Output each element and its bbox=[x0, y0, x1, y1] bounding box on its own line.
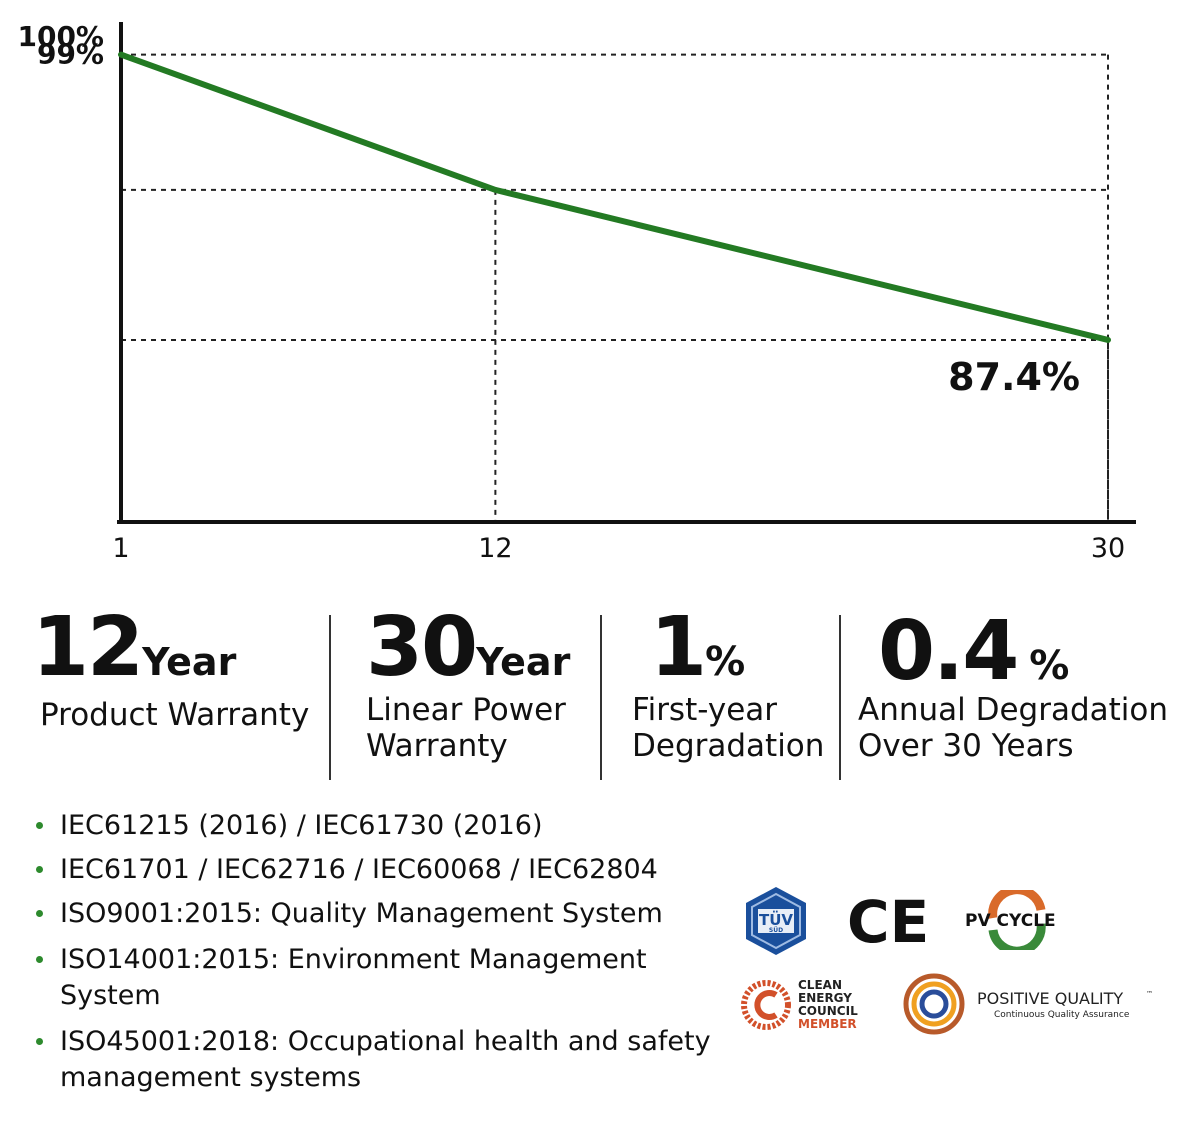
stat-number: 30 bbox=[366, 600, 478, 695]
stat-unit: Year bbox=[476, 640, 571, 684]
y-tick-label: 100% bbox=[17, 20, 104, 53]
chart-axes bbox=[117, 22, 1136, 524]
certification-list: IEC61215 (2016) / IEC61730 (2016) IEC617… bbox=[36, 808, 716, 1104]
stat-first-year-degradation: 1% First-year Degradation bbox=[632, 600, 832, 785]
chart-guide-lines bbox=[121, 53, 1109, 522]
positive-quality-logo: POSITIVE QUALITY ™ Continuous Quality As… bbox=[903, 973, 1153, 1035]
stat-description: First-year Degradation bbox=[632, 692, 825, 764]
bullet-icon bbox=[36, 1038, 43, 1045]
svg-text:™: ™ bbox=[1146, 990, 1153, 998]
series-line bbox=[118, 51, 1111, 343]
divider bbox=[600, 615, 602, 780]
list-item: ISO14001:2015: Environment Management Sy… bbox=[36, 942, 716, 1014]
divider bbox=[329, 615, 331, 780]
list-item: ISO9001:2015: Quality Management System bbox=[36, 896, 716, 932]
svg-text:TÜV: TÜV bbox=[759, 910, 793, 929]
stat-number: 12 bbox=[32, 600, 144, 695]
stat-unit: Year bbox=[142, 640, 237, 684]
list-item: IEC61215 (2016) / IEC61730 (2016) bbox=[36, 808, 716, 844]
svg-text:CLEAN: CLEAN bbox=[798, 978, 842, 992]
stat-description: Product Warranty bbox=[40, 697, 310, 733]
svg-text:Continuous Quality Assurance: Continuous Quality Assurance bbox=[994, 1010, 1130, 1020]
x-tick-label: 30 bbox=[1091, 533, 1125, 564]
stat-linear-power-warranty: 30Year Linear Power Warranty bbox=[366, 600, 596, 785]
list-item: ISO45001:2018: Occupational health and s… bbox=[36, 1024, 716, 1096]
degradation-chart: 1 12 30 100%99% 87.4% bbox=[17, 20, 1136, 564]
bullet-icon bbox=[36, 866, 43, 873]
stat-number: 1 bbox=[650, 600, 707, 695]
stat-product-warranty: 12Year Product Warranty bbox=[32, 600, 322, 785]
svg-text:MEMBER: MEMBER bbox=[798, 1017, 857, 1031]
x-tick-label: 1 bbox=[112, 533, 129, 564]
svg-text:COUNCIL: COUNCIL bbox=[798, 1004, 858, 1018]
stat-description: Annual Degradation Over 30 Years bbox=[858, 692, 1169, 764]
svg-text:ENERGY: ENERGY bbox=[798, 991, 852, 1005]
stat-unit: % bbox=[705, 639, 746, 685]
chart-tick-labels: 1 12 30 100%99% bbox=[17, 20, 1125, 564]
bullet-icon bbox=[36, 822, 43, 829]
bullet-icon bbox=[36, 910, 43, 917]
bullet-icon bbox=[36, 956, 43, 963]
pv-cycle-logo: PV CYCLE bbox=[965, 890, 1056, 950]
svg-text:POSITIVE QUALITY: POSITIVE QUALITY bbox=[977, 989, 1123, 1008]
divider bbox=[839, 615, 841, 780]
stat-annual-degradation: 0.4% Annual Degradation Over 30 Years bbox=[858, 600, 1188, 785]
chart-annotations: 87.4% bbox=[948, 355, 1080, 399]
certification-logos: TÜV SÜD CE PV CYCLE CLEAN ENERGY COUNCIL… bbox=[735, 880, 1175, 1060]
chart-series bbox=[118, 51, 1111, 343]
svg-text:CE: CE bbox=[847, 892, 929, 948]
data-label: 87.4% bbox=[948, 355, 1080, 399]
stat-description: Linear Power Warranty bbox=[366, 692, 566, 764]
warranty-stats: 12Year Product Warranty 30Year Linear Po… bbox=[0, 600, 1200, 790]
svg-text:PV CYCLE: PV CYCLE bbox=[965, 911, 1056, 931]
stat-number: 0.4 bbox=[878, 604, 1019, 699]
x-tick-label: 12 bbox=[478, 533, 512, 564]
ce-mark: CE bbox=[847, 892, 929, 948]
clean-energy-council-logo: CLEAN ENERGY COUNCIL MEMBER bbox=[741, 978, 858, 1031]
stat-unit: % bbox=[1029, 643, 1070, 689]
list-item: IEC61701 / IEC62716 / IEC60068 / IEC6280… bbox=[36, 852, 716, 888]
tuv-sud-logo: TÜV SÜD bbox=[746, 887, 806, 955]
svg-text:SÜD: SÜD bbox=[769, 927, 783, 934]
y-tick-label: 99% bbox=[37, 38, 104, 71]
